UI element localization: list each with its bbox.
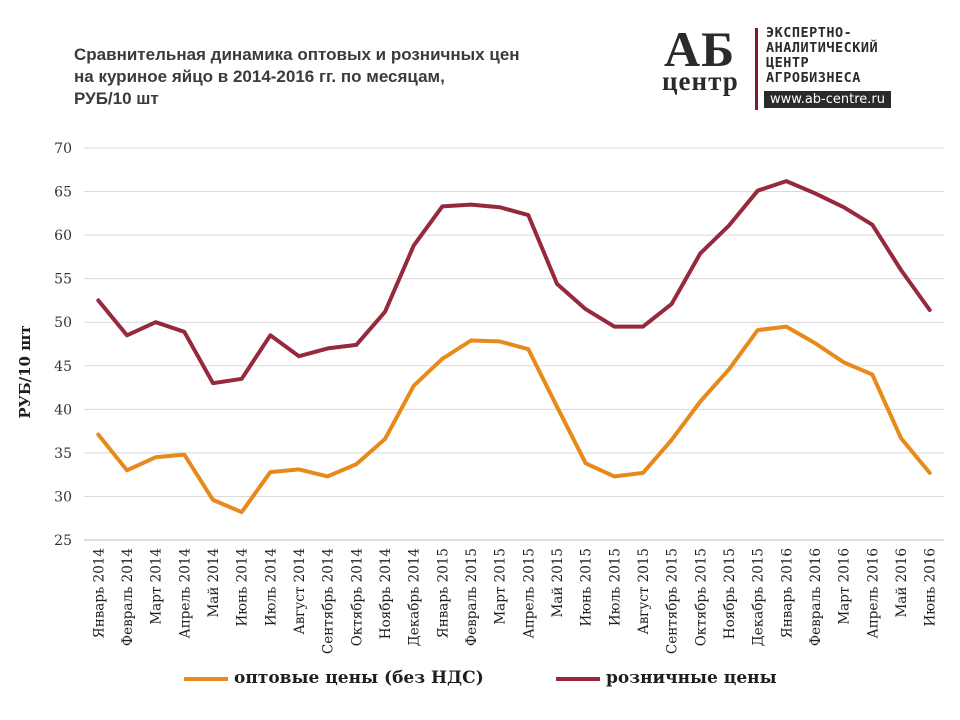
series-line-wholesale — [96, 324, 932, 515]
chart-title-line-3: РУБ/10 шт — [74, 89, 159, 108]
chart-title: Сравнительная динамика оптовых и розничн… — [74, 44, 594, 110]
x-tick-label: Сентябрь 2014 — [321, 548, 337, 654]
x-tick-label: Октябрь 2015 — [693, 548, 709, 646]
x-tick-label: Январь 2014 — [91, 548, 107, 638]
y-tick-label: 55 — [54, 272, 72, 288]
logo-text-line-2: АНАЛИТИЧЕСКИЙ — [766, 40, 879, 56]
x-tick-label: Март 2016 — [837, 548, 853, 625]
y-tick-label: 35 — [54, 446, 72, 462]
x-tick-label: Февраль 2014 — [120, 548, 136, 646]
x-tick-label: Ноябрь 2015 — [722, 548, 738, 639]
x-tick-label: Август 2015 — [636, 548, 652, 635]
x-tick-label: Январь 2016 — [779, 548, 795, 638]
legend-swatch-retail — [556, 676, 600, 681]
x-tick-label: Февраль 2015 — [464, 548, 480, 646]
x-tick-label: Октябрь 2014 — [349, 548, 365, 646]
x-tick-label: Март 2014 — [149, 548, 165, 625]
logo-url: www.ab-centre.ru — [764, 91, 892, 108]
legend-label-retail: розничные цены — [606, 668, 777, 688]
x-tick-label: Январь 2015 — [435, 548, 451, 638]
y-axis-label: РУБ/10 шт — [16, 325, 34, 418]
x-tick-label: Апрель 2015 — [521, 548, 537, 638]
x-tick-label: Май 2016 — [894, 548, 910, 618]
x-tick-label: Ноябрь 2014 — [378, 548, 394, 639]
x-tick-label: Май 2014 — [206, 548, 222, 618]
x-tick-label: Апрель 2014 — [177, 548, 193, 638]
x-tick-label: Декабрь 2015 — [751, 548, 767, 646]
series-lines — [96, 179, 932, 515]
x-tick-label: Июль 2014 — [263, 548, 279, 626]
y-tick-label: 25 — [54, 533, 72, 549]
logo-mark-top: АБ — [664, 21, 736, 77]
legend-item-wholesale: оптовые цены (без НДС) — [184, 668, 484, 688]
y-tick-label: 70 — [54, 141, 72, 157]
x-tick-label: Сентябрь 2015 — [665, 548, 681, 654]
x-tick-label: Май 2015 — [550, 548, 566, 618]
x-tick-label: Декабрь 2014 — [407, 548, 423, 646]
y-tick-label: 45 — [54, 359, 72, 375]
legend-item-retail: розничные цены — [556, 668, 777, 688]
chart-title-line-2: на куриное яйцо в 2014-2016 гг. по месяц… — [74, 67, 445, 86]
x-axis-ticks: Январь 2014 Февраль 2014 Март 2014 Апрель 2… — [91, 548, 938, 654]
x-tick-label: Август 2014 — [292, 548, 308, 635]
y-tick-label: 60 — [54, 228, 72, 244]
logo-text-line-3: ЦЕНТР — [766, 55, 810, 71]
logo-text-line-4: АГРОБИЗНЕСА — [766, 70, 861, 86]
chart-title-line-1: Сравнительная динамика оптовых и розничн… — [74, 45, 520, 64]
x-tick-label: Июнь 2015 — [579, 548, 595, 627]
x-tick-label: Июнь 2016 — [923, 548, 939, 627]
logo-divider — [755, 28, 758, 110]
legend-swatch-wholesale — [184, 676, 228, 681]
y-tick-label: 40 — [54, 402, 72, 418]
legend-label-wholesale: оптовые цены (без НДС) — [234, 668, 484, 688]
x-tick-label: Март 2015 — [493, 548, 509, 625]
logo-text: ЭКСПЕРТНО- АНАЛИТИЧЕСКИЙ ЦЕНТР АГРОБИЗНЕ… — [766, 26, 878, 86]
y-axis-ticks: 25 30 35 40 45 50 55 60 65 70 — [54, 141, 72, 549]
logo-mark: АБ центр — [660, 21, 752, 96]
logo-text-line-1: ЭКСПЕРТНО- — [766, 25, 853, 41]
x-tick-label: Июнь 2014 — [235, 548, 251, 627]
logo-mark-bottom: центр — [662, 66, 739, 96]
series-line-retail — [96, 179, 932, 386]
y-tick-label: 65 — [54, 185, 72, 201]
x-tick-label: Февраль 2016 — [808, 548, 824, 646]
gridlines — [84, 147, 944, 541]
x-tick-label: Апрель 2016 — [865, 548, 881, 638]
x-tick-label: Июль 2015 — [607, 548, 623, 626]
y-tick-label: 30 — [54, 489, 72, 505]
y-tick-label: 50 — [54, 315, 72, 331]
ab-centre-logo: АБ центр ЭКСПЕРТНО- АНАЛИТИЧЕСКИЙ ЦЕНТР … — [660, 21, 930, 112]
